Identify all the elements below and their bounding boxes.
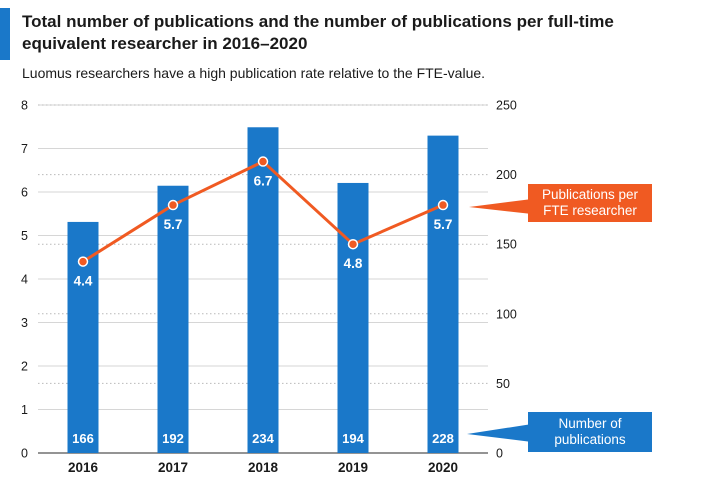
- legend-number-of-publications: Number of publications: [528, 412, 652, 452]
- legend-publications-per-fte-label: Publications per FTE researcher: [541, 187, 639, 218]
- bar-2017: [157, 185, 189, 453]
- line-point-2017: [167, 199, 179, 211]
- legend-pointer-number-of-publications: [467, 424, 532, 442]
- line-value-label: 5.7: [434, 217, 453, 232]
- title-accent-bar: [0, 8, 10, 60]
- left-axis-tick-label: 7: [21, 142, 28, 156]
- line-point-2018: [257, 156, 269, 167]
- x-axis-tick-label: 2017: [158, 460, 188, 475]
- line-value-label: 4.8: [344, 256, 363, 271]
- bar-value-label: 166: [72, 431, 94, 446]
- bar-2019: [337, 182, 369, 453]
- left-axis-tick-label: 6: [21, 186, 28, 200]
- left-axis-tick-label: 8: [21, 99, 28, 113]
- left-axis-tick-label: 1: [21, 403, 28, 417]
- line-value-label: 4.4: [74, 274, 93, 289]
- left-axis-tick-label: 0: [21, 447, 28, 461]
- left-axis-tick-label: 5: [21, 229, 28, 243]
- x-axis-tick-label: 2019: [338, 460, 368, 475]
- right-axis-tick-label: 50: [496, 377, 510, 391]
- legend-pointer-publications-per-fte: [469, 199, 532, 214]
- bar-value-label: 228: [432, 431, 454, 446]
- right-axis-tick-label: 0: [496, 447, 503, 461]
- right-axis-tick-label: 250: [496, 99, 517, 113]
- bar-value-label: 194: [342, 431, 364, 446]
- line-point-2019: [347, 238, 359, 250]
- x-axis-tick-label: 2016: [68, 460, 99, 475]
- chart-subtitle: Luomus researchers have a high publicati…: [22, 65, 486, 81]
- right-axis-tick-label: 100: [496, 307, 517, 321]
- legend-publications-per-fte: Publications per FTE researcher: [528, 184, 652, 222]
- left-axis-tick-label: 4: [21, 273, 28, 287]
- line-point-2016: [77, 256, 89, 267]
- bar-value-label: 192: [162, 431, 184, 446]
- right-axis-tick-label: 200: [496, 168, 517, 182]
- x-axis-tick-label: 2018: [248, 460, 279, 475]
- bar-2018: [247, 127, 279, 453]
- left-axis-tick-label: 2: [21, 360, 28, 374]
- line-value-label: 6.7: [254, 174, 273, 189]
- left-axis-tick-label: 3: [21, 316, 28, 330]
- legend-number-of-publications-label: Number of publications: [554, 416, 626, 447]
- bar-value-label: 234: [252, 431, 274, 446]
- line-point-2020: [437, 199, 449, 211]
- bar-2020: [427, 135, 459, 453]
- right-axis-tick-label: 150: [496, 238, 517, 252]
- chart-title: Total number of publications and the num…: [22, 12, 614, 53]
- x-axis-tick-label: 2020: [428, 460, 458, 475]
- line-value-label: 5.7: [164, 217, 183, 232]
